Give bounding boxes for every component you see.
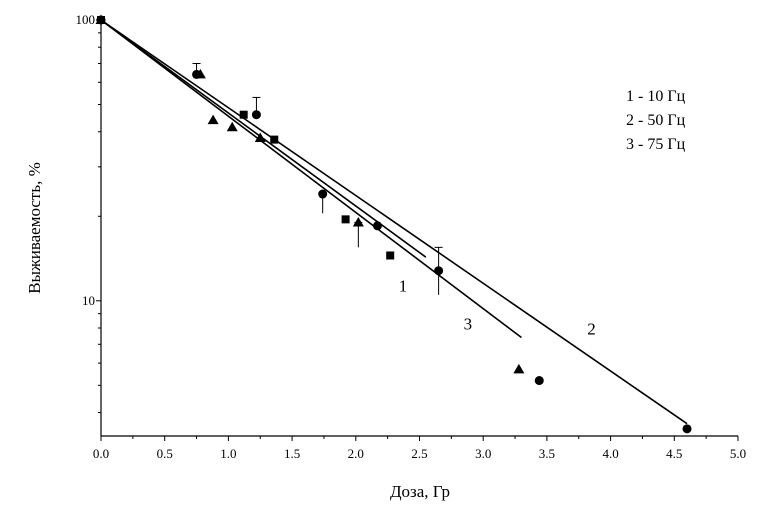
y-tick-label: 10 <box>82 293 95 308</box>
x-tick-label: 1.5 <box>284 446 300 461</box>
triangle-marker <box>194 68 206 79</box>
legend-entry: 2 - 50 Гц <box>626 112 686 129</box>
y-axis-title: Выживаемость, % <box>25 162 44 294</box>
plot-frame <box>100 20 738 437</box>
x-tick-label: 0.0 <box>93 446 109 461</box>
circle-marker <box>251 110 261 120</box>
legend-entry: 1 - 10 Гц <box>626 88 686 105</box>
circle-marker <box>318 189 328 199</box>
triangle-marker <box>254 132 266 142</box>
legend-entry: 3 - 75 Гц <box>626 136 686 153</box>
curve-label-1: 1 <box>399 276 408 295</box>
triangle-marker <box>352 217 364 227</box>
x-tick-label: 2.0 <box>348 446 364 461</box>
circle-marker <box>682 424 692 434</box>
x-tick-label: 4.0 <box>602 446 618 461</box>
x-tick-label: 2.5 <box>411 446 427 461</box>
data-markers <box>95 14 692 434</box>
fit-lines <box>100 19 688 425</box>
x-tick-label: 4.5 <box>666 446 682 461</box>
curve-label-3: 3 <box>464 315 473 334</box>
legend: 1 - 10 Гц 2 - 50 Гц 3 - 75 Гц <box>626 88 686 153</box>
x-axis-ticks: 0.0 0.5 1.0 1.5 2.0 2.5 3.0 3.5 4.0 4.5 5.0 <box>93 436 746 461</box>
x-tick-label: 0.5 <box>157 446 173 461</box>
x-tick-label: 5.0 <box>730 446 746 461</box>
x-tick-label: 1.0 <box>220 446 236 461</box>
circle-marker <box>434 266 444 276</box>
y-tick-label: 100 <box>76 12 96 27</box>
error-bars <box>192 62 443 295</box>
square-marker <box>270 135 279 144</box>
x-tick-label: 3.5 <box>539 446 555 461</box>
x-axis-title: Доза, Гр <box>390 482 450 501</box>
curve-labels: 1 2 3 <box>399 276 596 338</box>
triangle-marker <box>95 14 107 24</box>
circle-marker <box>372 221 382 231</box>
fit-line-3 <box>100 19 522 339</box>
triangle-marker <box>226 121 238 132</box>
square-marker <box>341 215 350 224</box>
circle-marker <box>534 376 544 386</box>
square-marker <box>386 251 395 260</box>
square-marker <box>239 110 248 119</box>
x-tick-label: 3.0 <box>475 446 491 461</box>
triangle-marker <box>207 114 219 125</box>
fit-line-2 <box>100 19 688 425</box>
triangle-marker <box>513 363 525 374</box>
curve-label-2: 2 <box>587 319 596 338</box>
y-axis-ticks: 10 100 <box>76 12 101 414</box>
